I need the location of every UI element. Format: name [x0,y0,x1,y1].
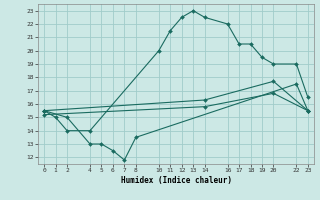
X-axis label: Humidex (Indice chaleur): Humidex (Indice chaleur) [121,176,231,185]
